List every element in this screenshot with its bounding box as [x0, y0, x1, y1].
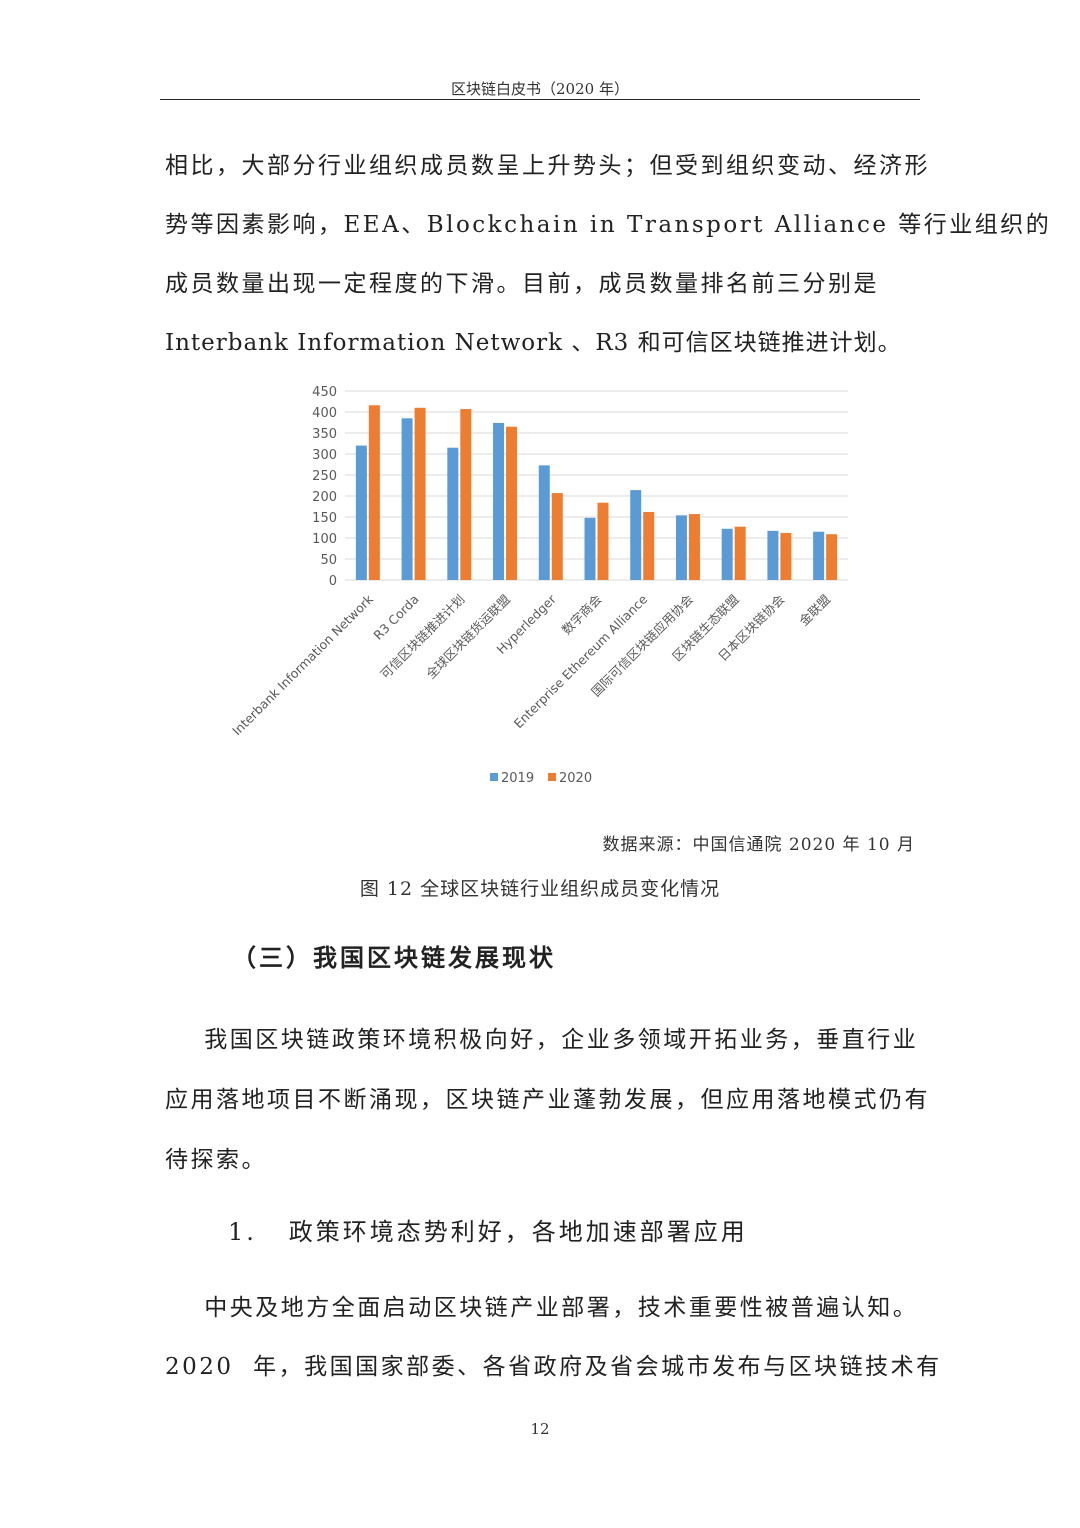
paragraph-line: 应用落地项目不断涌现，区块链产业蓬勃发展，但应用落地模式仍有 — [165, 1087, 930, 1113]
data-source: 数据来源：中国信通院 2020 年 10 月 — [602, 835, 915, 855]
running-header: 区块链白皮书（2020 年） — [451, 80, 629, 98]
x-tick-label: 全球区块链货运联盟 — [423, 592, 513, 682]
y-tick-label: 350 — [312, 427, 337, 442]
paragraph-line: 待探索。 — [165, 1147, 267, 1173]
bar-2020 — [780, 532, 792, 580]
bar-2019 — [584, 517, 596, 580]
y-tick-label: 300 — [312, 448, 337, 463]
bar-2020 — [551, 493, 563, 580]
bar-2020 — [414, 407, 426, 580]
figure-caption: 图 12 全球区块链行业组织成员变化情况 — [359, 878, 721, 900]
section-heading: （三）我国区块链发展现状 — [232, 943, 556, 972]
header-rule — [160, 99, 920, 100]
paragraph-line: 2020 年，我国国家部委、各省政府及省会城市发布与区块链技术有 — [165, 1354, 942, 1380]
page-number: 12 — [530, 1420, 550, 1438]
subheading: 1. 政策环境态势利好，各地加速部署应用 — [228, 1218, 748, 1246]
paragraph-line: 我国区块链政策环境积极向好，企业多领域开拓业务，垂直行业 — [165, 1027, 919, 1053]
x-tick-label: 数字商会 — [559, 591, 605, 637]
bar-2019 — [493, 422, 505, 580]
paragraph-line: 势等因素影响，EEA、Blockchain in Transport Allia… — [165, 212, 1052, 238]
bar-2020 — [368, 405, 380, 580]
y-tick-label: 50 — [320, 553, 337, 568]
bar-2019 — [447, 447, 459, 580]
bar-2020 — [460, 409, 472, 580]
bar-2020 — [734, 526, 746, 580]
bar-2019 — [675, 515, 687, 580]
bar-2019 — [538, 465, 550, 580]
y-tick-label: 250 — [312, 469, 337, 484]
bar-chart: 0 50 100 150 200 250 300 350 400 450 Interbank Inf… — [229, 385, 848, 786]
legend-swatch — [490, 773, 498, 781]
y-tick-label: 150 — [312, 511, 337, 526]
paragraph-line: 相比，大部分行业组织成员数呈上升势头；但受到组织变动、经济形 — [165, 153, 930, 179]
legend-swatch — [548, 773, 556, 781]
bar-2019 — [401, 418, 413, 580]
y-tick-label: 200 — [312, 490, 337, 505]
bar-2020 — [643, 511, 655, 580]
legend-label: 2020 — [559, 771, 592, 786]
y-tick-label: 100 — [312, 532, 337, 547]
paragraph-line: Interbank Information Network 、R3 和可信区块链… — [165, 330, 902, 356]
bar-2020 — [506, 426, 518, 580]
bar-2020 — [688, 514, 700, 580]
paragraph-line: 成员数量出现一定程度的下滑。目前，成员数量排名前三分别是 — [165, 271, 879, 297]
y-tick-label: 450 — [312, 385, 337, 400]
x-tick-label: 可信区块链推进计划 — [377, 592, 467, 682]
legend-label: 2019 — [501, 771, 534, 786]
bar-2020 — [597, 502, 609, 580]
bar-2019 — [630, 490, 642, 580]
bar-2019 — [355, 445, 367, 580]
bar-2019 — [767, 530, 779, 580]
bar-2020 — [826, 534, 838, 580]
paragraph-line: 中央及地方全面启动区块链产业部署，技术重要性被普遍认知。 — [165, 1295, 919, 1321]
y-tick-label: 400 — [312, 406, 337, 421]
bar-2019 — [721, 528, 733, 580]
bar-2019 — [813, 531, 825, 580]
x-tick-label: Interbank Information Network — [229, 591, 376, 738]
x-tick-label: 金联盟 — [796, 592, 833, 629]
y-tick-label: 0 — [329, 574, 337, 589]
